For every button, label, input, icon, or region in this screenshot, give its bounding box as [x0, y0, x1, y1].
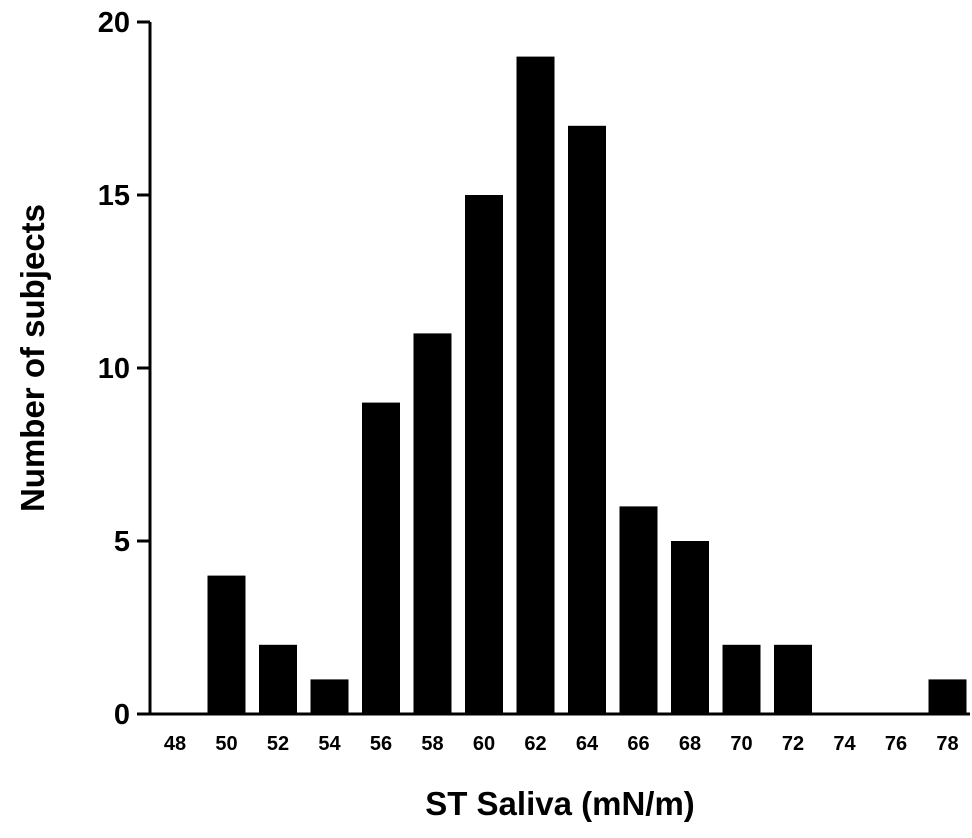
y-tick-label: 5	[114, 526, 130, 558]
x-tick-label: 76	[885, 733, 907, 755]
y-ticks-group: 0 5 10 15 20	[98, 7, 150, 731]
x-tick-label: 60	[473, 733, 495, 755]
x-tick-label: 54	[318, 733, 341, 755]
bar-50	[207, 575, 246, 714]
bar-68	[671, 541, 709, 714]
bar-56	[362, 402, 400, 714]
x-tick-label: 74	[833, 733, 856, 755]
bar-62	[516, 56, 555, 715]
x-tick-label: 78	[936, 733, 958, 755]
x-tick-label: 58	[421, 733, 443, 755]
y-axis-title: Number of subjects	[14, 204, 51, 512]
x-tick-label: 68	[679, 733, 701, 755]
bar-60	[465, 195, 503, 714]
y-tick-label: 10	[98, 353, 130, 385]
bar-58	[413, 333, 452, 714]
x-tick-label: 50	[215, 733, 237, 755]
bars-group	[207, 56, 967, 715]
x-tick-label: 52	[267, 733, 289, 755]
x-tick-label: 70	[730, 733, 752, 755]
bar-52	[259, 644, 297, 714]
x-ticks-group: 48 50 52 54 56 58 60 62 64 66 68 70 72 74 76 78	[164, 733, 959, 755]
x-tick-label: 62	[524, 733, 546, 755]
bar-72	[774, 644, 812, 714]
axes-group	[148, 22, 970, 716]
bar-66	[619, 506, 658, 714]
x-tick-label: 66	[627, 733, 649, 755]
x-tick-label: 72	[782, 733, 804, 755]
bar-78	[928, 679, 967, 714]
x-tick-label: 48	[164, 733, 186, 755]
x-tick-label: 56	[370, 733, 392, 755]
y-tick-label: 0	[114, 699, 130, 731]
x-tick-label: 64	[576, 733, 599, 755]
x-axis-title: ST Saliva (mN/m)	[425, 785, 695, 822]
y-tick-label: 20	[98, 7, 130, 39]
bar-54	[310, 679, 349, 714]
bar-64	[568, 125, 606, 715]
y-tick-label: 15	[98, 180, 130, 212]
bar-70	[722, 644, 761, 714]
